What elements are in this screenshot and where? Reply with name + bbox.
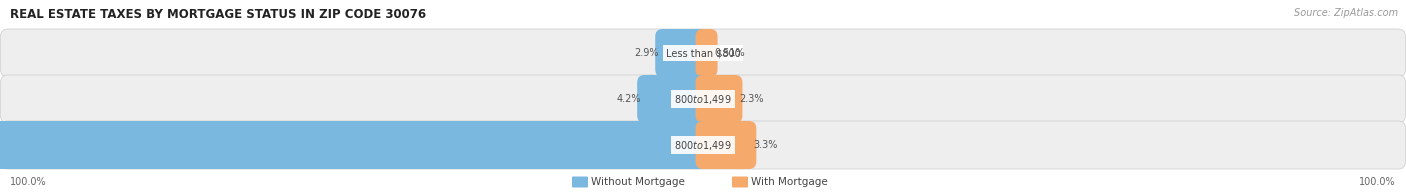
Text: With Mortgage: With Mortgage — [751, 177, 828, 187]
Text: REAL ESTATE TAXES BY MORTGAGE STATUS IN ZIP CODE 30076: REAL ESTATE TAXES BY MORTGAGE STATUS IN … — [10, 8, 426, 21]
FancyBboxPatch shape — [0, 121, 1406, 169]
FancyBboxPatch shape — [572, 177, 588, 188]
Text: 2.9%: 2.9% — [634, 48, 658, 58]
FancyBboxPatch shape — [655, 29, 710, 77]
Text: 100.0%: 100.0% — [1360, 177, 1396, 187]
FancyBboxPatch shape — [0, 75, 1406, 123]
FancyBboxPatch shape — [696, 29, 717, 77]
Text: 0.51%: 0.51% — [714, 48, 745, 58]
Text: 3.3%: 3.3% — [752, 140, 778, 150]
FancyBboxPatch shape — [696, 75, 742, 123]
FancyBboxPatch shape — [733, 177, 748, 188]
Text: Source: ZipAtlas.com: Source: ZipAtlas.com — [1294, 8, 1398, 18]
FancyBboxPatch shape — [0, 29, 1406, 77]
Text: Without Mortgage: Without Mortgage — [591, 177, 685, 187]
FancyBboxPatch shape — [637, 75, 710, 123]
Text: 100.0%: 100.0% — [10, 177, 46, 187]
Text: 2.3%: 2.3% — [740, 94, 763, 104]
FancyBboxPatch shape — [696, 121, 756, 169]
Text: $800 to $1,499: $800 to $1,499 — [675, 93, 731, 105]
Text: Less than $800: Less than $800 — [665, 48, 741, 58]
Text: 4.2%: 4.2% — [616, 94, 641, 104]
FancyBboxPatch shape — [0, 121, 710, 169]
Text: $800 to $1,499: $800 to $1,499 — [675, 139, 731, 152]
